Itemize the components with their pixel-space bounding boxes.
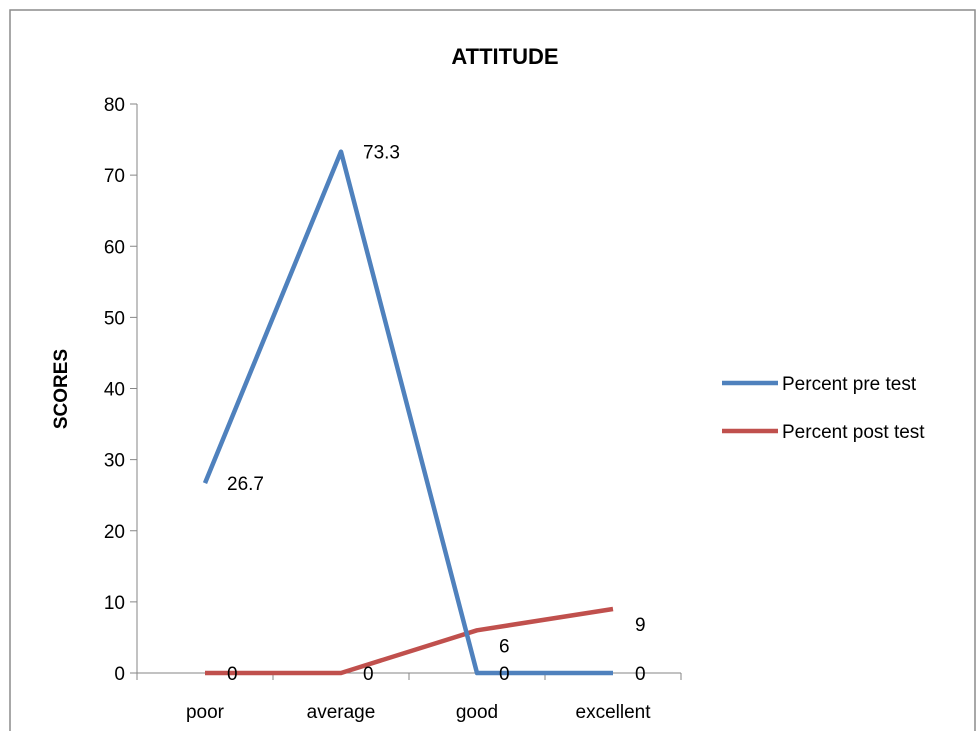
- y-tick-label: 40: [104, 380, 125, 401]
- legend-label: Percent pre test: [782, 374, 917, 395]
- data-labels: 26.7 73.3 0 0 0 0 6 9: [227, 143, 646, 685]
- data-label: 6: [499, 636, 510, 657]
- data-label: 0: [635, 664, 646, 685]
- legend-label: Percent post test: [782, 422, 925, 443]
- chart-border: [9, 9, 976, 731]
- y-tick-label: 80: [104, 95, 125, 116]
- chart-title: ATTITUDE: [451, 44, 558, 69]
- series-line-post-test: [205, 606, 614, 676]
- y-tick-label: 30: [104, 451, 125, 472]
- x-tick-label: average: [307, 702, 376, 723]
- data-label: 9: [635, 615, 646, 636]
- x-tick-label: excellent: [576, 702, 652, 723]
- series-line-pre-test: [202, 149, 613, 676]
- y-tick-label: 20: [104, 522, 125, 543]
- y-tick-label: 60: [104, 237, 125, 258]
- data-label: 0: [499, 664, 510, 685]
- y-tick-label: 10: [104, 593, 125, 614]
- y-tick-label: 70: [104, 166, 125, 187]
- data-label: 73.3: [363, 143, 400, 164]
- x-tick-label: poor: [186, 702, 225, 723]
- x-axis-ticks: poor average good excellent: [136, 673, 682, 723]
- legend: Percent pre test Percent post test: [722, 374, 925, 443]
- data-label: 0: [363, 664, 374, 685]
- y-axis-ticks: 0 10 20 30 40 50 60 70 80: [104, 95, 137, 685]
- y-tick-label: 0: [114, 664, 125, 685]
- x-tick-label: good: [456, 702, 498, 723]
- series-layer: [202, 149, 614, 676]
- axes: [136, 104, 681, 674]
- y-tick-label: 50: [104, 308, 125, 329]
- data-label: 26.7: [227, 474, 264, 495]
- data-label: 0: [227, 664, 238, 685]
- y-axis-label: SCORES: [51, 349, 72, 429]
